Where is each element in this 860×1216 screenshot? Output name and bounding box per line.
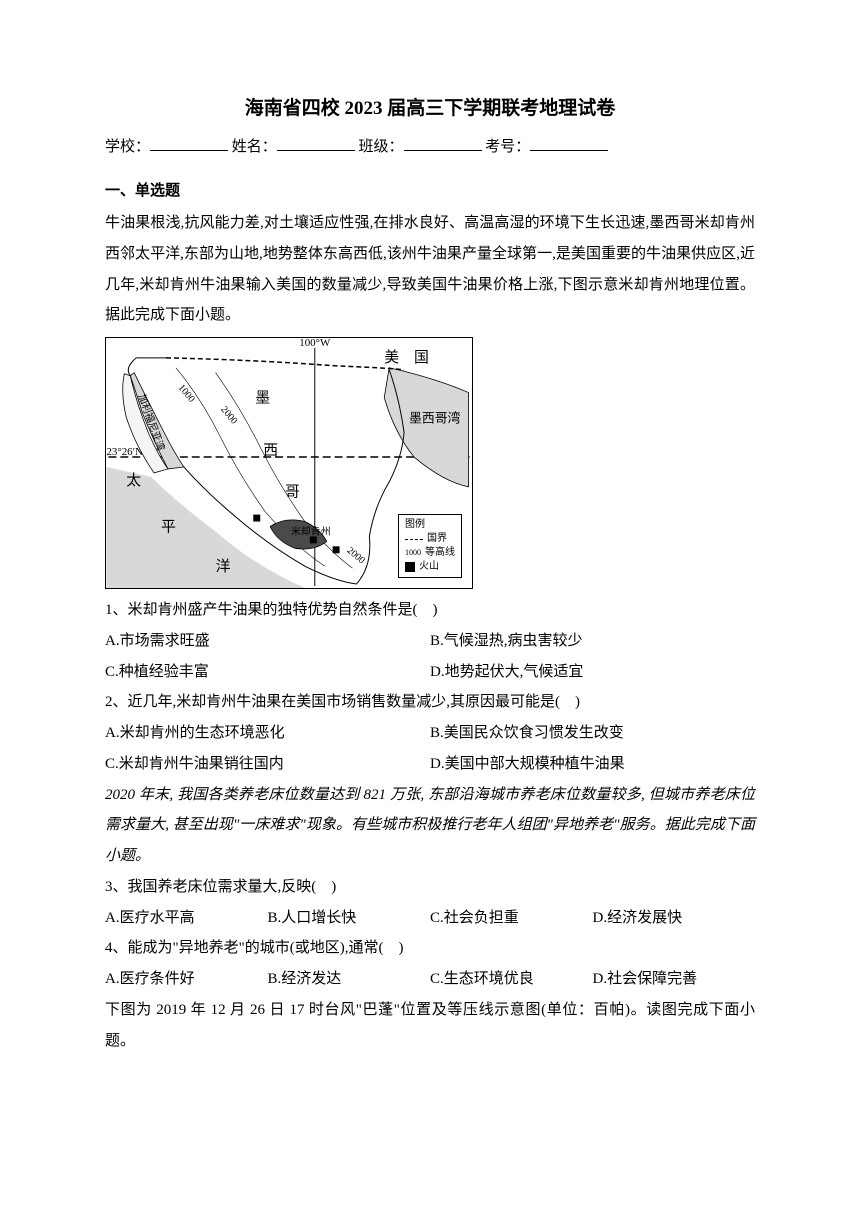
label-gulf: 墨西哥湾 — [409, 410, 461, 425]
q3-stem: 3、我国养老床位需求量大,反映( ) — [105, 872, 755, 903]
lon-label: 100°W — [299, 338, 331, 349]
map-legend: 图例 国界 1000 等高线 火山 — [398, 514, 462, 578]
legend-contour-label: 等高线 — [425, 546, 455, 560]
label-michoacan: 米却肯州 — [291, 524, 331, 537]
examno-label: 考号： — [485, 132, 530, 162]
name-blank[interactable] — [277, 135, 355, 151]
lat-label: 23°26′N — [106, 446, 143, 458]
q1-optA[interactable]: A.市场需求旺盛 — [105, 626, 430, 657]
label-mex2: 西 — [263, 443, 278, 459]
passage-1: 牛油果根浅,抗风能力差,对土壤适应性强,在排水良好、高温高湿的环境下生长迅速,墨… — [105, 208, 755, 331]
q4-optD[interactable]: D.社会保障完善 — [593, 964, 756, 995]
legend-contour: 1000 等高线 — [405, 546, 455, 560]
q2-optD[interactable]: D.美国中部大规模种植牛油果 — [430, 749, 755, 780]
label-mex1: 墨 — [255, 390, 270, 406]
label-usa: 美 国 — [384, 349, 429, 366]
q4-optA[interactable]: A.医疗条件好 — [105, 964, 268, 995]
exam-title: 海南省四校 2023 届高三下学期联考地理试卷 — [105, 90, 755, 128]
contour-2000a: 2000 — [218, 404, 239, 426]
label-pac3: 洋 — [216, 558, 231, 575]
q3-optC[interactable]: C.社会负担重 — [430, 903, 593, 934]
q2-optA[interactable]: A.米却肯州的生态环境恶化 — [105, 718, 430, 749]
passage-3: 下图为 2019 年 12 月 26 日 17 时台风"巴蓬"位置及等压线示意图… — [105, 995, 755, 1057]
q4-optB[interactable]: B.经济发达 — [268, 964, 431, 995]
class-label: 班级： — [359, 132, 404, 162]
q1-optD[interactable]: D.地势起伏大,气候适宜 — [430, 657, 755, 688]
q1-stem: 1、米却肯州盛产牛油果的独特优势自然条件是( ) — [105, 595, 755, 626]
legend-contour-val: 1000 — [405, 547, 421, 558]
legend-title: 图例 — [405, 518, 455, 532]
section-1-heading: 一、单选题 — [105, 176, 755, 206]
label-pac2: 平 — [161, 519, 176, 535]
legend-border: 国界 — [405, 532, 455, 546]
contour-2000b: 2000 — [345, 545, 367, 566]
q4-stem: 4、能成为"异地养老"的城市(或地区),通常( ) — [105, 933, 755, 964]
class-blank[interactable] — [404, 135, 482, 151]
examno-blank[interactable] — [530, 135, 608, 151]
label-pac1: 太 — [126, 472, 141, 489]
school-blank[interactable] — [150, 135, 228, 151]
q3-optA[interactable]: A.医疗水平高 — [105, 903, 268, 934]
legend-border-label: 国界 — [427, 532, 447, 546]
passage-2: 2020 年末, 我国各类养老床位数量达到 821 万张, 东部沿海城市养老床位… — [105, 780, 755, 872]
q1-optC[interactable]: C.种植经验丰富 — [105, 657, 430, 688]
school-label: 学校： — [105, 132, 150, 162]
label-mex3: 哥 — [285, 485, 300, 501]
legend-volcano: 火山 — [405, 560, 455, 574]
q3-optD[interactable]: D.经济发展快 — [593, 903, 756, 934]
q2-optC[interactable]: C.米却肯州牛油果销往国内 — [105, 749, 430, 780]
q4-optC[interactable]: C.生态环境优良 — [430, 964, 593, 995]
name-label: 姓名： — [232, 132, 277, 162]
legend-volcano-label: 火山 — [419, 560, 439, 574]
volcano-icon — [405, 562, 415, 572]
map-michoacan: 100°W 23°26′N 1000 2000 2000 美 国 墨 西 哥 墨… — [105, 337, 473, 589]
contour-1000: 1000 — [176, 382, 197, 404]
q1-optB[interactable]: B.气候湿热,病虫害较少 — [430, 626, 755, 657]
q2-stem: 2、近几年,米却肯州牛油果在美国市场销售数量减少,其原因最可能是( ) — [105, 687, 755, 718]
q3-optB[interactable]: B.人口增长快 — [268, 903, 431, 934]
q2-optB[interactable]: B.美国民众饮食习惯发生改变 — [430, 718, 755, 749]
student-info-line: 学校： 姓名： 班级： 考号： — [105, 132, 755, 162]
